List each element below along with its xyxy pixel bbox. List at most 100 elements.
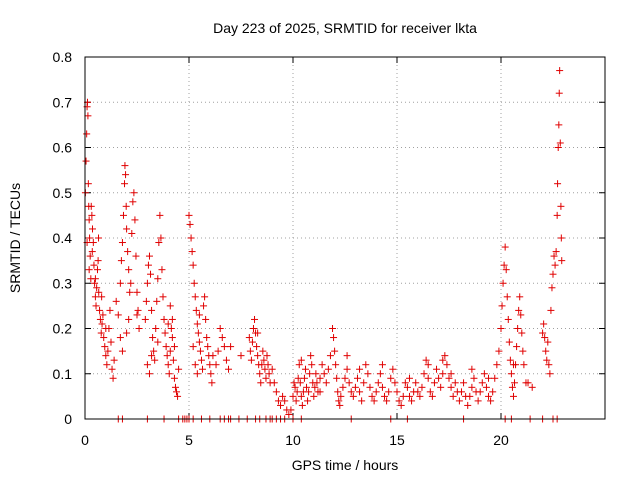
data-point — [439, 356, 447, 364]
data-point — [109, 374, 117, 382]
data-point — [209, 352, 217, 360]
chart-title: Day 223 of 2025, SRMTID for receiver lkt… — [213, 20, 477, 36]
data-point — [94, 257, 102, 265]
data-point — [254, 329, 262, 337]
data-point — [143, 361, 151, 369]
data-point — [374, 379, 382, 387]
data-point — [93, 284, 101, 292]
data-point — [292, 397, 300, 405]
data-point — [433, 365, 441, 373]
data-point — [316, 374, 324, 382]
data-point — [185, 211, 193, 219]
data-point — [150, 347, 158, 355]
data-point — [216, 325, 224, 332]
data-point — [102, 352, 110, 360]
data-point — [132, 252, 140, 260]
data-point — [95, 234, 103, 242]
data-point — [201, 293, 209, 301]
data-point — [500, 261, 508, 269]
data-point — [356, 365, 364, 373]
data-point — [428, 392, 436, 400]
data-point — [334, 388, 342, 396]
y-tick-label: 0.6 — [53, 140, 73, 156]
data-point — [122, 171, 130, 179]
data-point — [161, 329, 169, 337]
data-point — [385, 388, 393, 396]
data-point — [298, 401, 306, 409]
data-point — [204, 343, 212, 351]
data-point — [246, 347, 254, 355]
data-point — [158, 266, 166, 274]
data-point — [554, 144, 562, 151]
data-point — [220, 343, 228, 351]
data-point — [87, 202, 95, 210]
data-point — [515, 306, 523, 314]
data-point — [200, 302, 208, 310]
data-point — [491, 374, 499, 382]
data-point — [549, 270, 557, 278]
data-point — [108, 365, 116, 373]
data-point — [92, 302, 100, 310]
data-point — [441, 352, 449, 360]
data-point — [118, 347, 126, 355]
data-point — [539, 329, 547, 337]
data-point — [542, 347, 550, 355]
data-point — [289, 392, 297, 400]
data-point — [378, 383, 386, 391]
data-point — [437, 383, 445, 391]
data-point — [457, 388, 465, 396]
data-point — [254, 352, 262, 360]
data-point — [360, 379, 368, 387]
data-point — [212, 361, 220, 369]
x-tick-label: 0 — [81, 432, 89, 448]
data-point — [89, 239, 97, 247]
data-point — [116, 279, 124, 287]
data-point — [528, 383, 536, 391]
data-point — [509, 361, 517, 369]
data-point — [347, 388, 355, 396]
data-point — [159, 293, 167, 301]
data-point — [399, 392, 407, 400]
data-point — [505, 338, 513, 346]
data-point — [256, 370, 264, 378]
data-point — [372, 388, 380, 396]
data-point — [110, 356, 118, 364]
x-tick-label: 10 — [285, 432, 301, 448]
data-point — [516, 293, 524, 301]
data-point — [295, 361, 303, 369]
data-point — [333, 374, 341, 382]
data-point — [517, 311, 525, 319]
data-point — [318, 361, 326, 369]
data-point — [262, 374, 270, 382]
axis-ticks: 0 0.1 0.2 0.3 0.4 0.5 0.6 0.7 0.8 0 5 10 15 20 — [53, 49, 605, 448]
data-point — [468, 365, 476, 373]
data-point — [556, 139, 564, 147]
data-point — [480, 370, 488, 378]
data-point — [301, 365, 309, 373]
data-point — [188, 248, 196, 256]
data-point — [166, 302, 174, 310]
data-point — [145, 252, 153, 260]
data-point — [509, 392, 517, 400]
data-point — [341, 374, 349, 382]
data-point — [197, 356, 205, 364]
data-point — [268, 365, 276, 373]
data-point — [370, 397, 378, 405]
x-tick-label: 20 — [493, 432, 509, 448]
data-point — [287, 406, 295, 414]
data-point — [548, 284, 556, 292]
y-tick-label: 0.5 — [53, 185, 73, 201]
data-point — [263, 352, 271, 360]
data-point — [147, 270, 155, 278]
data-point — [225, 365, 233, 373]
data-point — [412, 379, 420, 387]
data-point — [513, 343, 521, 351]
data-point — [163, 352, 171, 360]
data-point — [291, 383, 299, 391]
data-point — [485, 392, 493, 400]
data-point — [135, 325, 143, 332]
data-point — [119, 211, 127, 219]
data-point — [449, 392, 457, 400]
